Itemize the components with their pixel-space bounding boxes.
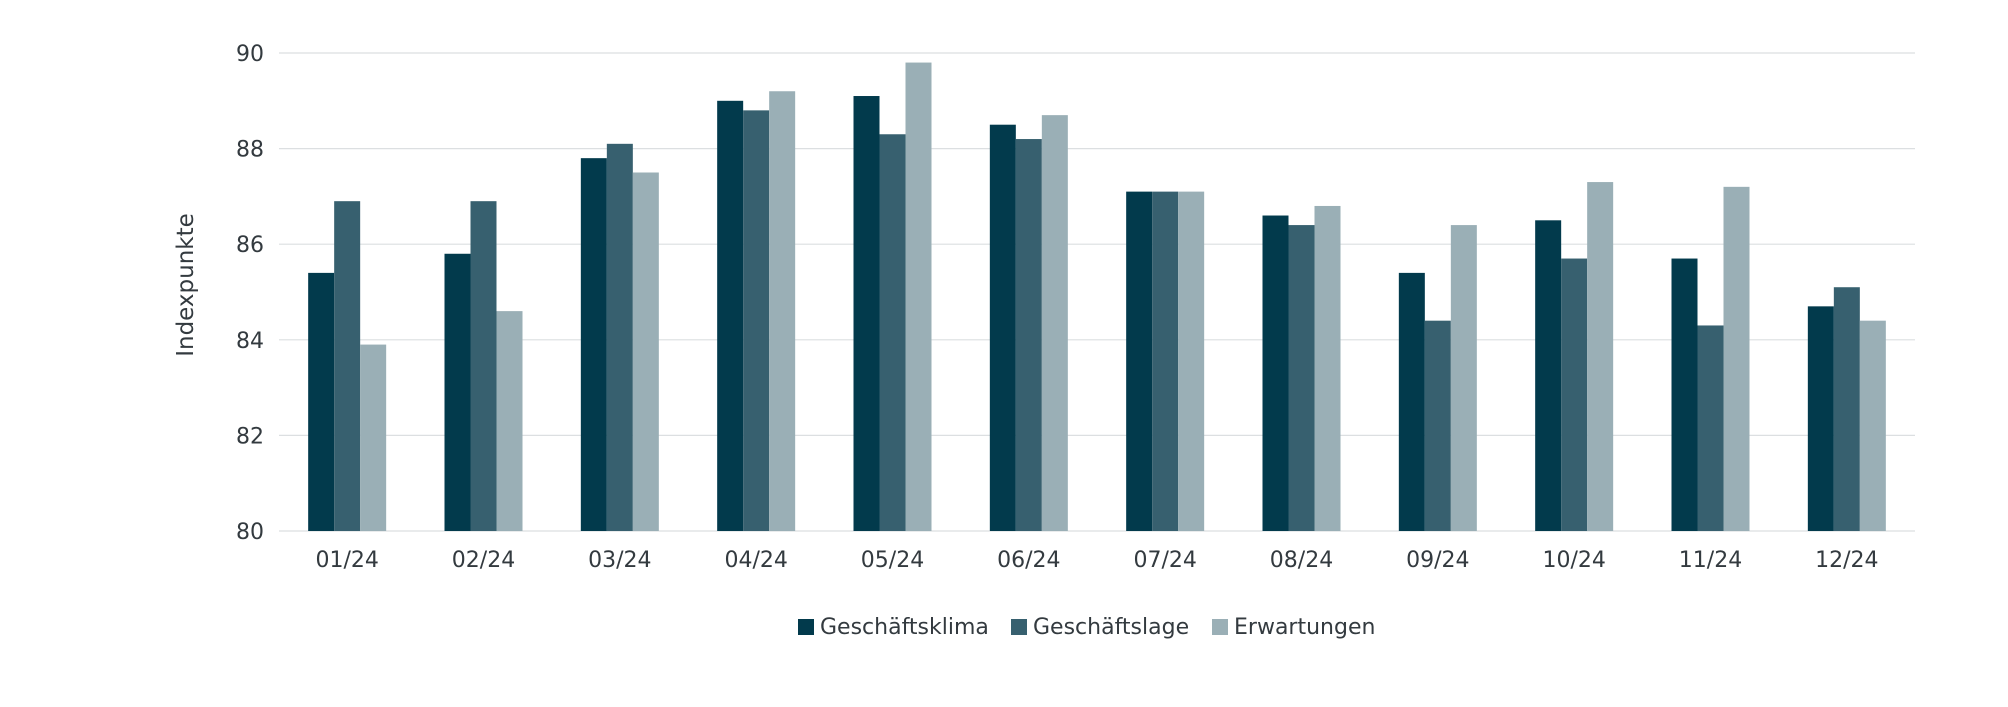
- legend-label: Geschäftsklima: [820, 615, 989, 640]
- y-tick-label: 80: [236, 520, 264, 545]
- x-tick-label: 02/24: [452, 548, 515, 573]
- x-tick-label: 11/24: [1679, 548, 1742, 573]
- bar-erwartungen-02-24: [496, 311, 523, 531]
- bar-geschäftslage-11-24: [1697, 325, 1724, 531]
- bar-geschäftsklima-09-24: [1398, 272, 1425, 531]
- x-tick-label: 06/24: [997, 548, 1060, 573]
- x-tick-label: 08/24: [1270, 548, 1333, 573]
- bar-geschäftslage-08-24: [1288, 225, 1315, 531]
- bar-geschäftsklima-06-24: [989, 124, 1016, 531]
- bar-geschäftslage-09-24: [1424, 320, 1451, 531]
- y-axis-label: Indexpunkte: [173, 213, 199, 357]
- bar-geschäftslage-01-24: [334, 201, 361, 531]
- bar-geschäftslage-02-24: [470, 201, 497, 531]
- bar-geschäftslage-06-24: [1015, 139, 1042, 532]
- y-tick-label: 88: [236, 138, 264, 163]
- x-tick-label: 12/24: [1815, 548, 1878, 573]
- y-tick-label: 90: [236, 42, 264, 67]
- bar-geschäftsklima-03-24: [580, 158, 607, 531]
- bar-erwartungen-10-24: [1587, 182, 1614, 531]
- legend-label: Erwartungen: [1234, 615, 1375, 640]
- x-tick-label: 05/24: [861, 548, 924, 573]
- bar-erwartungen-08-24: [1314, 205, 1341, 531]
- y-axis-ticks: 80 82 84 86 88 90: [236, 42, 264, 545]
- y-tick-label: 82: [236, 424, 264, 449]
- bar-erwartungen-11-24: [1723, 186, 1750, 531]
- x-tick-label: 09/24: [1406, 548, 1469, 573]
- bar-geschäftslage-10-24: [1561, 258, 1588, 531]
- bar-erwartungen-01-24: [360, 344, 387, 531]
- bar-geschäftsklima-02-24: [444, 253, 471, 531]
- x-axis-ticks: 01/24 02/24 03/24 04/24 05/24 06/24 07/24 08/24…: [315, 548, 1878, 573]
- bar-erwartungen-05-24: [905, 62, 932, 532]
- bar-geschäftsklima-07-24: [1126, 191, 1153, 531]
- bar-erwartungen-12-24: [1859, 320, 1886, 531]
- legend-swatch: [798, 619, 814, 635]
- x-tick-label: 03/24: [588, 548, 651, 573]
- bar-geschäftsklima-10-24: [1535, 220, 1562, 532]
- bar-erwartungen-09-24: [1450, 225, 1477, 531]
- bar-erwartungen-06-24: [1041, 115, 1068, 531]
- legend-swatch: [1011, 619, 1027, 635]
- legend-swatch: [1212, 619, 1228, 635]
- bar-erwartungen-03-24: [632, 172, 659, 531]
- gridlines: [279, 52, 1915, 532]
- bar-geschäftsklima-11-24: [1671, 258, 1698, 531]
- bar-erwartungen-07-24: [1178, 191, 1205, 531]
- bar-geschäftslage-04-24: [743, 110, 770, 532]
- bar-geschäftsklima-12-24: [1807, 306, 1834, 531]
- bar-geschäftsklima-05-24: [853, 96, 880, 532]
- bar-geschäftslage-05-24: [879, 134, 906, 531]
- bar-geschäftsklima-01-24: [308, 272, 335, 531]
- y-tick-label: 84: [236, 329, 264, 354]
- x-tick-label: 04/24: [724, 548, 787, 573]
- x-tick-label: 07/24: [1133, 548, 1196, 573]
- y-tick-label: 86: [236, 233, 264, 258]
- bar-geschäftslage-12-24: [1833, 287, 1860, 531]
- bar-geschäftslage-07-24: [1152, 191, 1179, 531]
- legend-label: Geschäftslage: [1033, 615, 1189, 640]
- bar-erwartungen-04-24: [769, 91, 796, 532]
- x-tick-label: 10/24: [1542, 548, 1605, 573]
- legend: Geschäftsklima Geschäftslage Erwartungen: [798, 615, 1375, 640]
- bars: [308, 62, 1886, 532]
- bar-geschäftsklima-04-24: [717, 100, 744, 532]
- bar-geschäftslage-03-24: [606, 143, 633, 531]
- bar-geschäftsklima-08-24: [1262, 215, 1289, 531]
- x-tick-label: 01/24: [315, 548, 378, 573]
